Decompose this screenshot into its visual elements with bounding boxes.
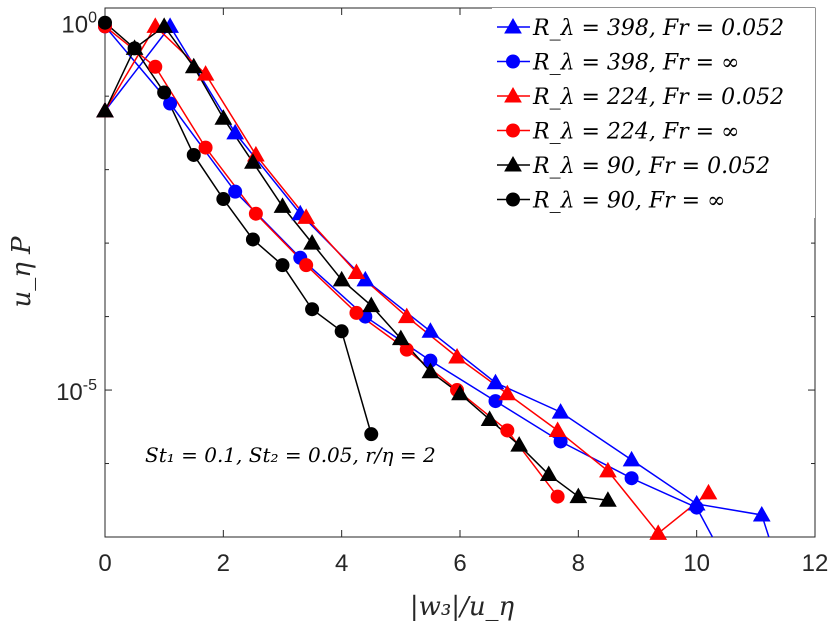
legend-label-5: R_λ = 90, Fr = ∞ bbox=[532, 189, 725, 214]
data-point-3 bbox=[500, 423, 515, 438]
legend-label-0: R_λ = 398, Fr = 0.052 bbox=[532, 16, 784, 41]
data-point-5 bbox=[216, 192, 231, 207]
data-point-5 bbox=[157, 85, 172, 100]
data-point-4 bbox=[155, 17, 174, 33]
legend-label-4: R_λ = 90, Fr = 0.052 bbox=[532, 154, 770, 179]
legend-label-3: R_λ = 224, Fr = ∞ bbox=[532, 120, 739, 145]
data-point-4 bbox=[391, 329, 410, 346]
markers-layer bbox=[96, 15, 771, 540]
data-point-2 bbox=[498, 384, 517, 401]
data-point-2 bbox=[599, 461, 617, 478]
y-tick-label: 100 bbox=[61, 10, 97, 39]
data-point-3 bbox=[349, 305, 364, 320]
legend-label-2: R_λ = 224, Fr = 0.052 bbox=[532, 85, 784, 110]
data-point-4 bbox=[510, 436, 529, 452]
data-point-0 bbox=[226, 123, 245, 140]
x-tick-label: 12 bbox=[802, 550, 829, 577]
x-tick-label: 8 bbox=[572, 550, 585, 577]
data-point-0 bbox=[551, 403, 570, 419]
legend-label-1: R_λ = 398, Fr = ∞ bbox=[532, 51, 739, 76]
data-point-0 bbox=[622, 450, 641, 467]
legend-marker-5 bbox=[506, 192, 520, 207]
data-point-1 bbox=[689, 500, 704, 515]
y-axis-label: u_η P bbox=[7, 236, 37, 308]
legend-marker-0 bbox=[504, 17, 522, 34]
data-point-2 bbox=[649, 524, 668, 540]
data-point-2 bbox=[397, 307, 416, 324]
data-point-4 bbox=[303, 234, 321, 250]
data-point-0 bbox=[486, 373, 505, 390]
series-line-3 bbox=[105, 25, 559, 498]
data-point-0 bbox=[421, 322, 440, 338]
data-point-1 bbox=[488, 394, 503, 409]
legend-box bbox=[492, 8, 815, 218]
data-point-1 bbox=[163, 96, 178, 111]
annotation: St₁ = 0.1, St₂ = 0.05, r/η = 2 bbox=[145, 443, 436, 467]
data-point-5 bbox=[275, 258, 290, 273]
data-point-4 bbox=[214, 109, 233, 125]
axes: 0 2 4 6 8 10 12 100 10-5 bbox=[56, 7, 829, 577]
data-point-5 bbox=[98, 15, 112, 30]
data-point-5 bbox=[127, 41, 142, 56]
data-point-5 bbox=[186, 147, 201, 162]
data-point-4 bbox=[599, 491, 617, 507]
data-point-4 bbox=[96, 101, 114, 118]
x-tick-label: 4 bbox=[335, 550, 348, 577]
data-point-1 bbox=[228, 184, 243, 199]
y-tick-label: 10-5 bbox=[56, 377, 97, 406]
data-point-5 bbox=[245, 232, 260, 247]
data-point-5 bbox=[364, 427, 379, 442]
data-point-4 bbox=[569, 487, 588, 504]
x-tick-label: 6 bbox=[453, 550, 466, 577]
data-point-2 bbox=[548, 421, 567, 437]
legend-marker-1 bbox=[506, 54, 520, 69]
data-point-3 bbox=[550, 489, 565, 504]
legend-marker-2 bbox=[504, 86, 522, 103]
x-tick-label: 0 bbox=[98, 550, 111, 577]
data-point-4 bbox=[362, 296, 381, 313]
data-point-1 bbox=[624, 471, 639, 486]
data-point-4 bbox=[332, 270, 351, 287]
data-point-2 bbox=[699, 483, 718, 500]
data-point-4 bbox=[184, 57, 203, 74]
data-point-3 bbox=[148, 59, 163, 74]
x-tick-label: 2 bbox=[217, 550, 230, 577]
data-point-4 bbox=[451, 384, 469, 401]
legend-marker-4 bbox=[504, 155, 522, 172]
legend-marker-3 bbox=[506, 123, 520, 138]
x-axis-label: |w₃|/u_η bbox=[410, 592, 515, 622]
data-point-2 bbox=[347, 263, 366, 279]
data-point-3 bbox=[248, 206, 263, 221]
x-tick-label: 10 bbox=[683, 550, 710, 577]
data-point-5 bbox=[334, 324, 349, 339]
data-point-4 bbox=[244, 153, 262, 169]
data-point-4 bbox=[480, 410, 499, 426]
data-point-5 bbox=[305, 302, 320, 317]
legend: R_λ = 398, Fr = 0.052 R_λ = 398, Fr = ∞ R_… bbox=[492, 8, 815, 218]
data-point-0 bbox=[752, 505, 771, 522]
data-point-4 bbox=[539, 465, 558, 482]
data-point-3 bbox=[198, 140, 213, 155]
data-point-2 bbox=[297, 208, 316, 224]
data-point-2 bbox=[448, 347, 466, 364]
data-point-4 bbox=[273, 197, 292, 213]
data-point-3 bbox=[299, 258, 314, 273]
data-point-4 bbox=[421, 362, 440, 379]
